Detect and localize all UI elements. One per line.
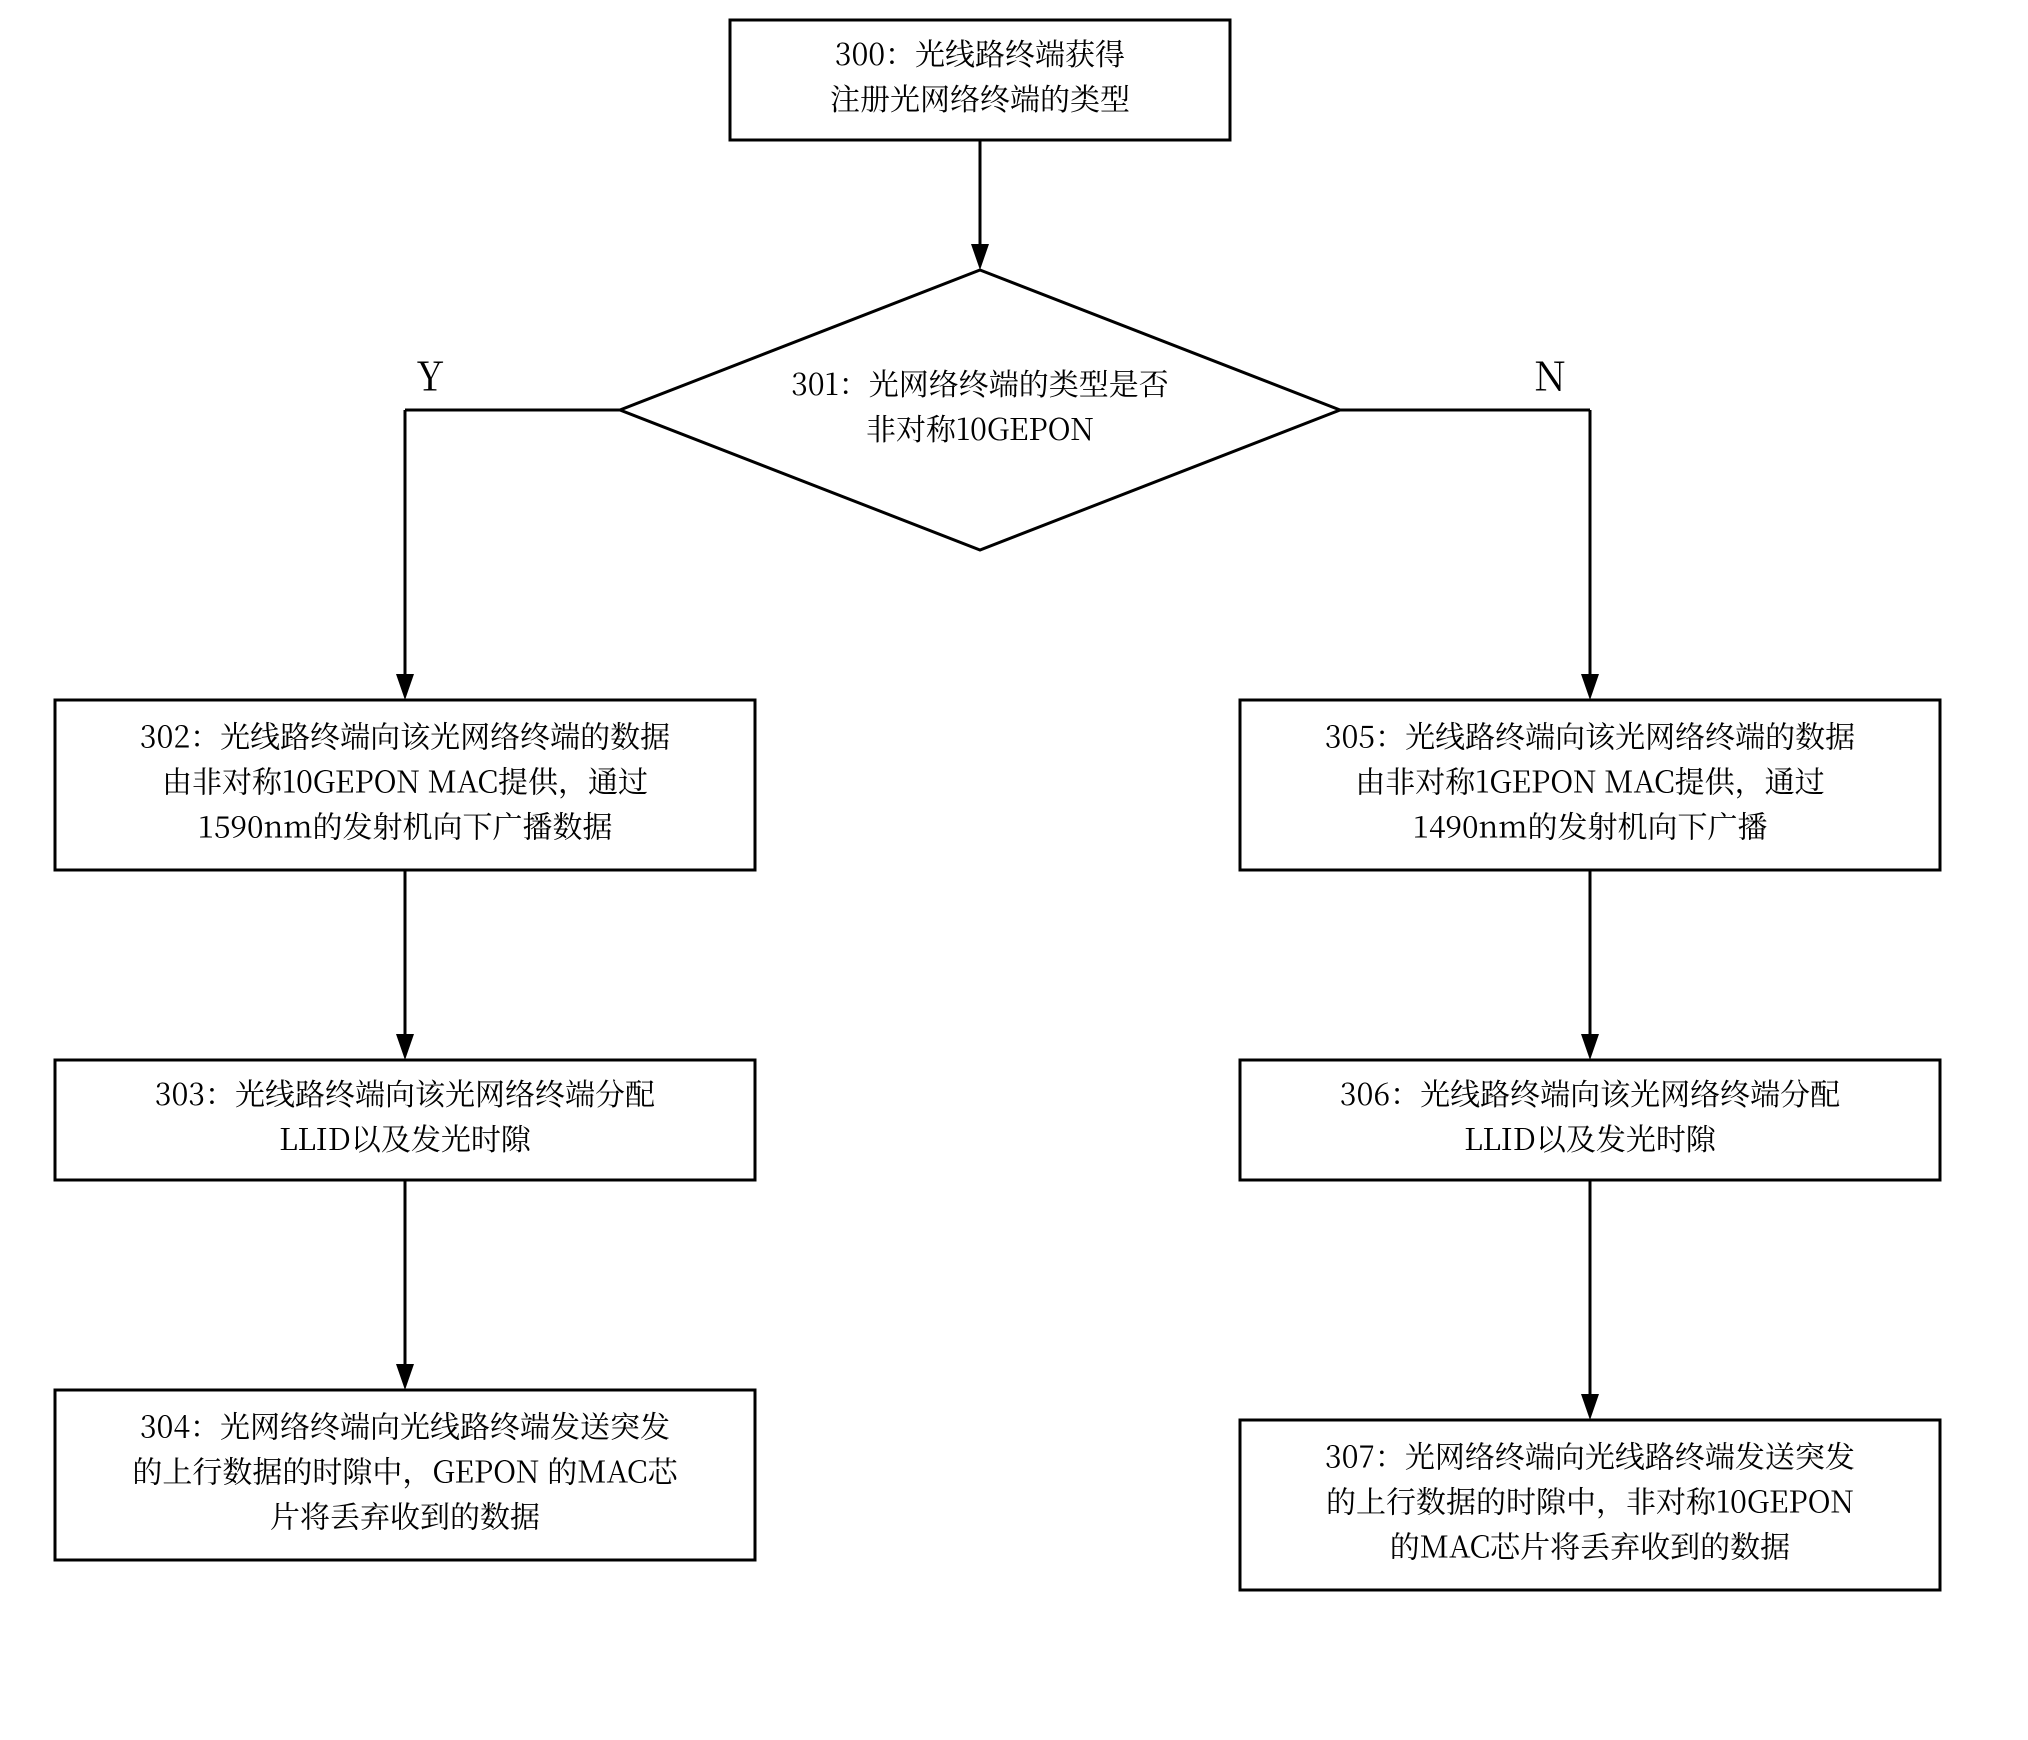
- flowchart-node-n300: 300：光线路终端获得注册光网络终端的类型: [730, 20, 1230, 140]
- node-text: 300：光线路终端获得: [835, 30, 1125, 74]
- node-text: 301：光网络终端的类型是否: [791, 360, 1169, 404]
- node-text: 的上行数据的时隙中，非对称10GEPON: [1326, 1478, 1854, 1522]
- node-text: 307：光网络终端向光线路终端发送突发: [1325, 1433, 1855, 1477]
- node-text: 1490nm的发射机向下广播: [1412, 803, 1767, 847]
- node-text: 304：光网络终端向光线路终端发送突发: [140, 1403, 670, 1447]
- node-text: 303：光线路终端向该光网络终端分配: [155, 1070, 655, 1114]
- node-text: 由非对称10GEPON MAC提供，通过: [162, 758, 648, 802]
- node-text: 302：光线路终端向该光网络终端的数据: [140, 713, 670, 757]
- flowchart-container: Y N 300：光线路终端获得注册光网络终端的类型 301：光网络终端的类型是否非对称…: [0, 0, 2028, 1740]
- flowchart-node-n305: 305：光线路终端向该光网络终端的数据由非对称1GEPON MAC提供，通过14…: [1240, 700, 1940, 870]
- flowchart-node-n306: 306：光线路终端向该光网络终端分配LLID以及发光时隙: [1240, 1060, 1940, 1180]
- node-text: 305：光线路终端向该光网络终端的数据: [1325, 713, 1855, 757]
- node-text: LLID以及发光时隙: [279, 1115, 532, 1159]
- flowchart-node-n303: 303：光线路终端向该光网络终端分配LLID以及发光时隙: [55, 1060, 755, 1180]
- node-text: 1590nm的发射机向下广播数据: [197, 803, 612, 847]
- node-text: 的上行数据的时隙中，GEPON 的MAC芯: [132, 1448, 678, 1492]
- flowchart-node-n307: 307：光网络终端向光线路终端发送突发的上行数据的时隙中，非对称10GEPON的…: [1240, 1420, 1940, 1590]
- node-text: 306：光线路终端向该光网络终端分配: [1340, 1070, 1840, 1114]
- node-text: 片将丢弃收到的数据: [270, 1493, 540, 1537]
- node-text: LLID以及发光时隙: [1464, 1115, 1717, 1159]
- flowchart-node-n304: 304：光网络终端向光线路终端发送突发的上行数据的时隙中，GEPON 的MAC芯…: [55, 1390, 755, 1560]
- node-text: 非对称10GEPON: [866, 405, 1094, 449]
- decision-yes-label: Y: [416, 345, 443, 402]
- decision-no-label: N: [1534, 345, 1566, 402]
- node-text: 由非对称1GEPON MAC提供，通过: [1355, 758, 1824, 802]
- node-text: 的MAC芯片将丢弃收到的数据: [1390, 1523, 1790, 1567]
- flowchart-node-n302: 302：光线路终端向该光网络终端的数据由非对称10GEPON MAC提供，通过1…: [55, 700, 755, 870]
- node-text: 注册光网络终端的类型: [830, 75, 1130, 119]
